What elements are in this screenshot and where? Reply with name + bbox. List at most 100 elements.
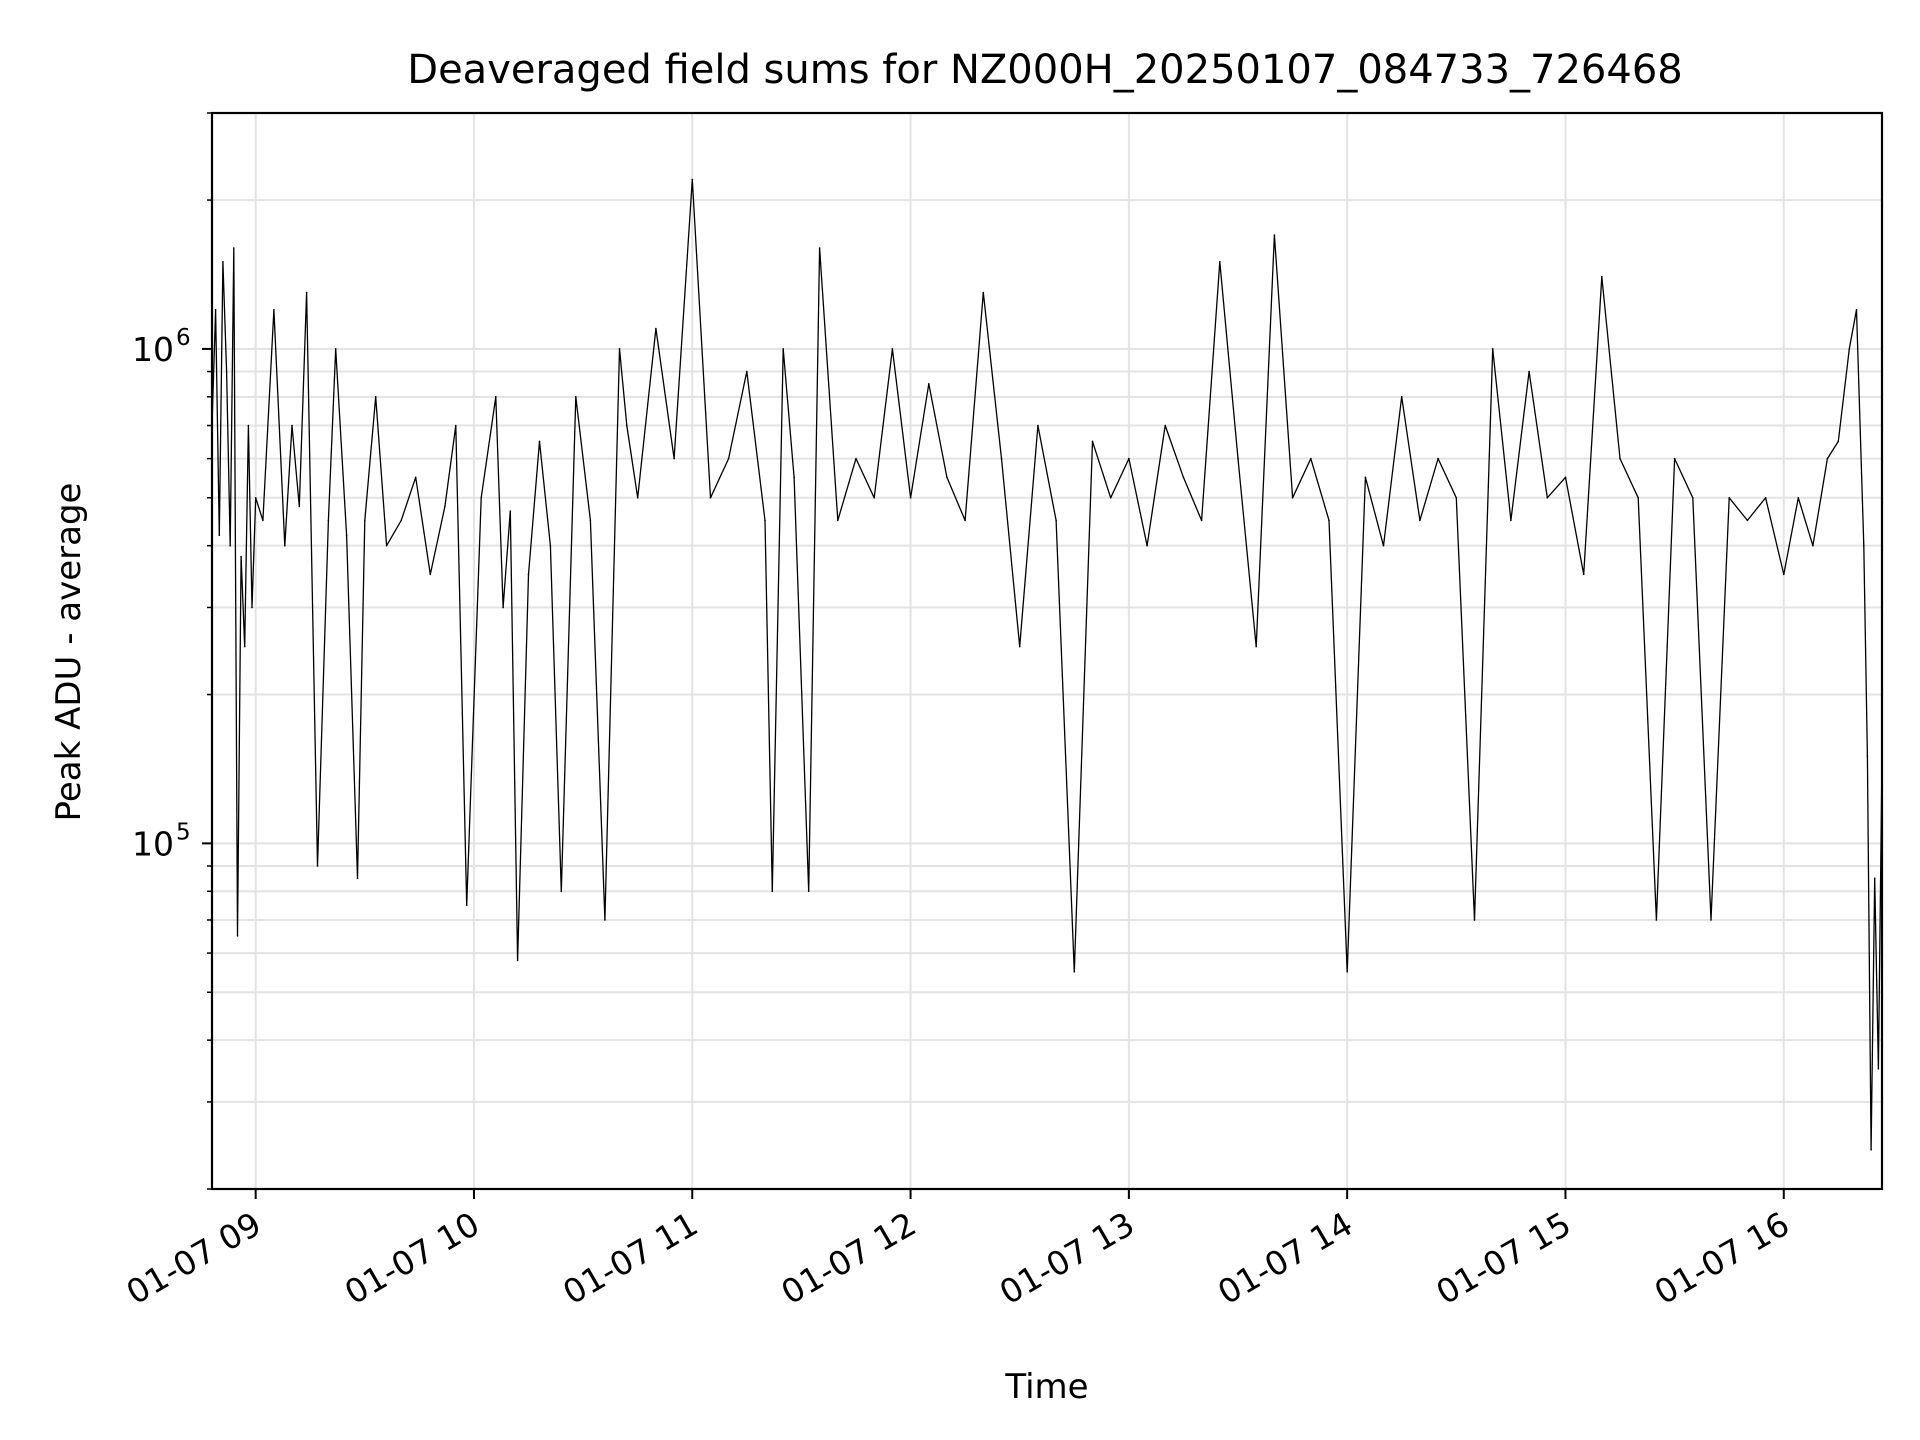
data-point — [1255, 645, 1257, 648]
data-point — [626, 424, 628, 427]
data-point — [727, 457, 730, 460]
data-point — [709, 497, 712, 499]
chart-title: Deaveraged field sums for NZ000H_2025010… — [407, 47, 1682, 93]
data-point — [909, 497, 912, 499]
data-point — [1400, 396, 1403, 398]
data-point — [1146, 544, 1148, 547]
data-point — [746, 370, 748, 373]
y-tick-label-exponent: 6 — [176, 325, 191, 351]
data-point — [229, 544, 231, 547]
data-point — [1310, 457, 1312, 460]
data-point — [1546, 497, 1549, 499]
data-point — [225, 370, 228, 373]
data-point — [982, 291, 985, 294]
data-point — [1873, 877, 1876, 880]
data-point — [1837, 440, 1840, 443]
y-tick-label: 10 — [132, 824, 174, 863]
data-point — [284, 544, 286, 547]
data-point — [233, 247, 235, 249]
data-point — [251, 606, 253, 609]
data-point — [1710, 919, 1712, 921]
plot-frame — [210, 111, 1884, 1191]
data-point — [1863, 544, 1865, 547]
data-point — [1510, 519, 1512, 522]
data-point — [1870, 1149, 1872, 1151]
data-point — [327, 519, 330, 522]
data-point — [243, 645, 246, 648]
data-point — [946, 476, 948, 479]
data-point — [1826, 457, 1829, 460]
data-point — [291, 424, 293, 427]
data-point — [782, 348, 784, 350]
data-point — [538, 440, 541, 443]
data-point — [1018, 645, 1021, 648]
data-point — [604, 919, 606, 921]
y-tick-label-base: 10 — [132, 330, 174, 369]
data-point — [1237, 457, 1239, 460]
data-point — [1746, 519, 1749, 522]
data-point — [305, 291, 308, 294]
data-point — [1200, 519, 1203, 522]
data-point — [1655, 919, 1658, 921]
data-point — [240, 555, 242, 558]
data-point — [636, 497, 639, 499]
data-point — [356, 877, 359, 880]
data-point — [1692, 497, 1694, 499]
data-point — [1728, 497, 1730, 499]
data-point — [771, 890, 774, 893]
data-point — [1812, 544, 1814, 547]
data-point — [1601, 275, 1603, 278]
data-point — [222, 261, 224, 263]
data-point — [1091, 440, 1094, 443]
data-point — [273, 309, 275, 311]
data-point — [1273, 234, 1276, 236]
data-point — [1564, 476, 1567, 479]
data-point — [1619, 457, 1621, 460]
data-point — [1637, 497, 1639, 499]
grid — [212, 112, 1882, 1190]
data-point — [509, 510, 512, 512]
data-point — [1491, 348, 1494, 350]
data-point — [1582, 573, 1585, 576]
data-point — [1528, 370, 1530, 373]
data-point — [1346, 971, 1348, 973]
data-point — [262, 519, 264, 522]
data-point — [575, 396, 577, 398]
data-point — [818, 247, 821, 249]
data-point — [480, 497, 483, 499]
data-point — [1073, 971, 1076, 973]
data-point — [465, 904, 468, 906]
data-point — [218, 534, 221, 536]
data-point — [1848, 348, 1851, 350]
data-point — [1182, 476, 1185, 479]
data-point — [589, 519, 592, 522]
data-point — [1866, 755, 1869, 758]
data-point — [236, 935, 239, 937]
data-point — [837, 519, 839, 522]
x-axis-label: Time — [1004, 1367, 1088, 1407]
data-point — [444, 505, 446, 508]
y-tick-label: 10 — [132, 330, 174, 369]
series-group — [211, 178, 1883, 1151]
data-point — [655, 327, 657, 330]
data-point — [560, 890, 563, 893]
data-point — [1219, 261, 1221, 263]
data-point — [1109, 497, 1112, 499]
data-point — [316, 865, 319, 867]
data-point — [214, 309, 217, 311]
data-point — [928, 383, 930, 385]
data-point — [1764, 497, 1767, 499]
data-point — [400, 519, 403, 522]
data-point — [1055, 519, 1057, 522]
data-point — [1382, 544, 1385, 547]
data-point — [345, 534, 348, 536]
data-point — [807, 890, 810, 893]
data-point — [793, 476, 795, 479]
data-point — [964, 519, 966, 522]
data-point — [1437, 457, 1439, 460]
data-point — [891, 348, 894, 350]
data-point — [364, 519, 366, 522]
data-point — [502, 606, 504, 609]
data-point — [495, 396, 497, 398]
